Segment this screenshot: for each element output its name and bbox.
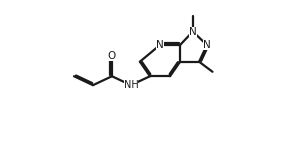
Text: O: O [108, 51, 116, 61]
Text: N: N [203, 40, 211, 50]
Text: N: N [189, 26, 197, 37]
Text: N: N [156, 40, 164, 50]
Text: NH: NH [124, 80, 138, 90]
